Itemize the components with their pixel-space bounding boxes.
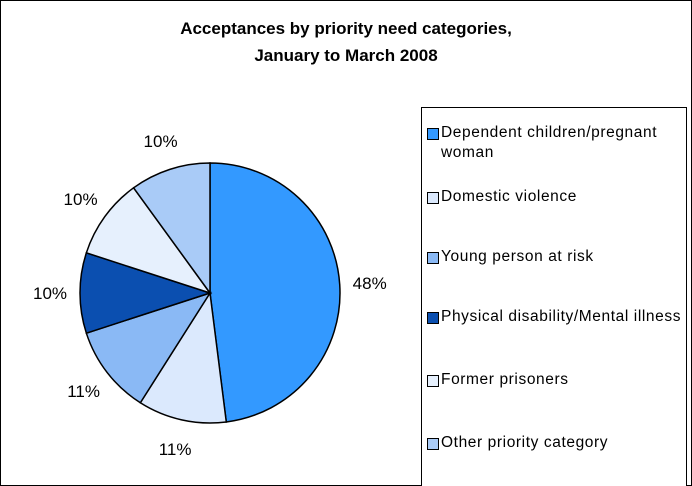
legend-swatch-domestic-violence bbox=[427, 192, 439, 204]
legend-label-young-person: Young person at risk bbox=[441, 248, 594, 265]
data-label-physical-disability: 10% bbox=[33, 284, 67, 303]
legend-swatch-young-person bbox=[427, 252, 439, 264]
legend-swatch-physical-disability bbox=[427, 312, 439, 324]
legend-item-young-person: Young person at risk bbox=[427, 247, 685, 267]
legend-label-domestic-violence: Domestic violence bbox=[441, 188, 577, 205]
data-label-domestic-violence: 11% bbox=[159, 440, 192, 459]
chart-title: Acceptances by priority need categories,… bbox=[1, 15, 691, 69]
pie-slice-former-prisoners bbox=[85, 186, 212, 295]
data-label-young-person: 11% bbox=[67, 382, 100, 401]
pie-slice-domestic-violence bbox=[139, 290, 228, 424]
legend: Dependent children/pregnant woman Domest… bbox=[421, 107, 687, 486]
pie-slice-other-priority bbox=[132, 162, 211, 296]
legend-label-other-priority: Other priority category bbox=[441, 434, 609, 451]
legend-label-physical-disability: Physical disability/Mental illness bbox=[441, 308, 682, 325]
data-label-other-priority: 10% bbox=[144, 132, 178, 151]
chart-title-line-1: Acceptances by priority need categories, bbox=[180, 19, 512, 38]
data-label-former-prisoners: 10% bbox=[64, 190, 98, 209]
pie-slice-dependent-children bbox=[209, 162, 341, 423]
data-label-dependent-children: 48% bbox=[353, 274, 387, 293]
legend-item-dependent-children: Dependent children/pregnant woman bbox=[427, 123, 685, 163]
pie-slice-physical-disability bbox=[79, 251, 213, 335]
pie-slice-young-person bbox=[85, 291, 212, 404]
legend-item-domestic-violence: Domestic violence bbox=[427, 187, 685, 207]
legend-label-former-prisoners: Former prisoners bbox=[441, 371, 569, 388]
legend-swatch-dependent-children bbox=[427, 128, 439, 140]
legend-item-physical-disability: Physical disability/Mental illness bbox=[427, 307, 685, 327]
chart-title-line-2: January to March 2008 bbox=[254, 46, 438, 65]
legend-swatch-other-priority bbox=[427, 438, 439, 450]
legend-swatch-former-prisoners bbox=[427, 375, 439, 387]
legend-item-former-prisoners: Former prisoners bbox=[427, 370, 685, 390]
legend-item-other-priority: Other priority category bbox=[427, 433, 685, 453]
legend-label-dependent-children: Dependent children/pregnant woman bbox=[441, 124, 658, 161]
